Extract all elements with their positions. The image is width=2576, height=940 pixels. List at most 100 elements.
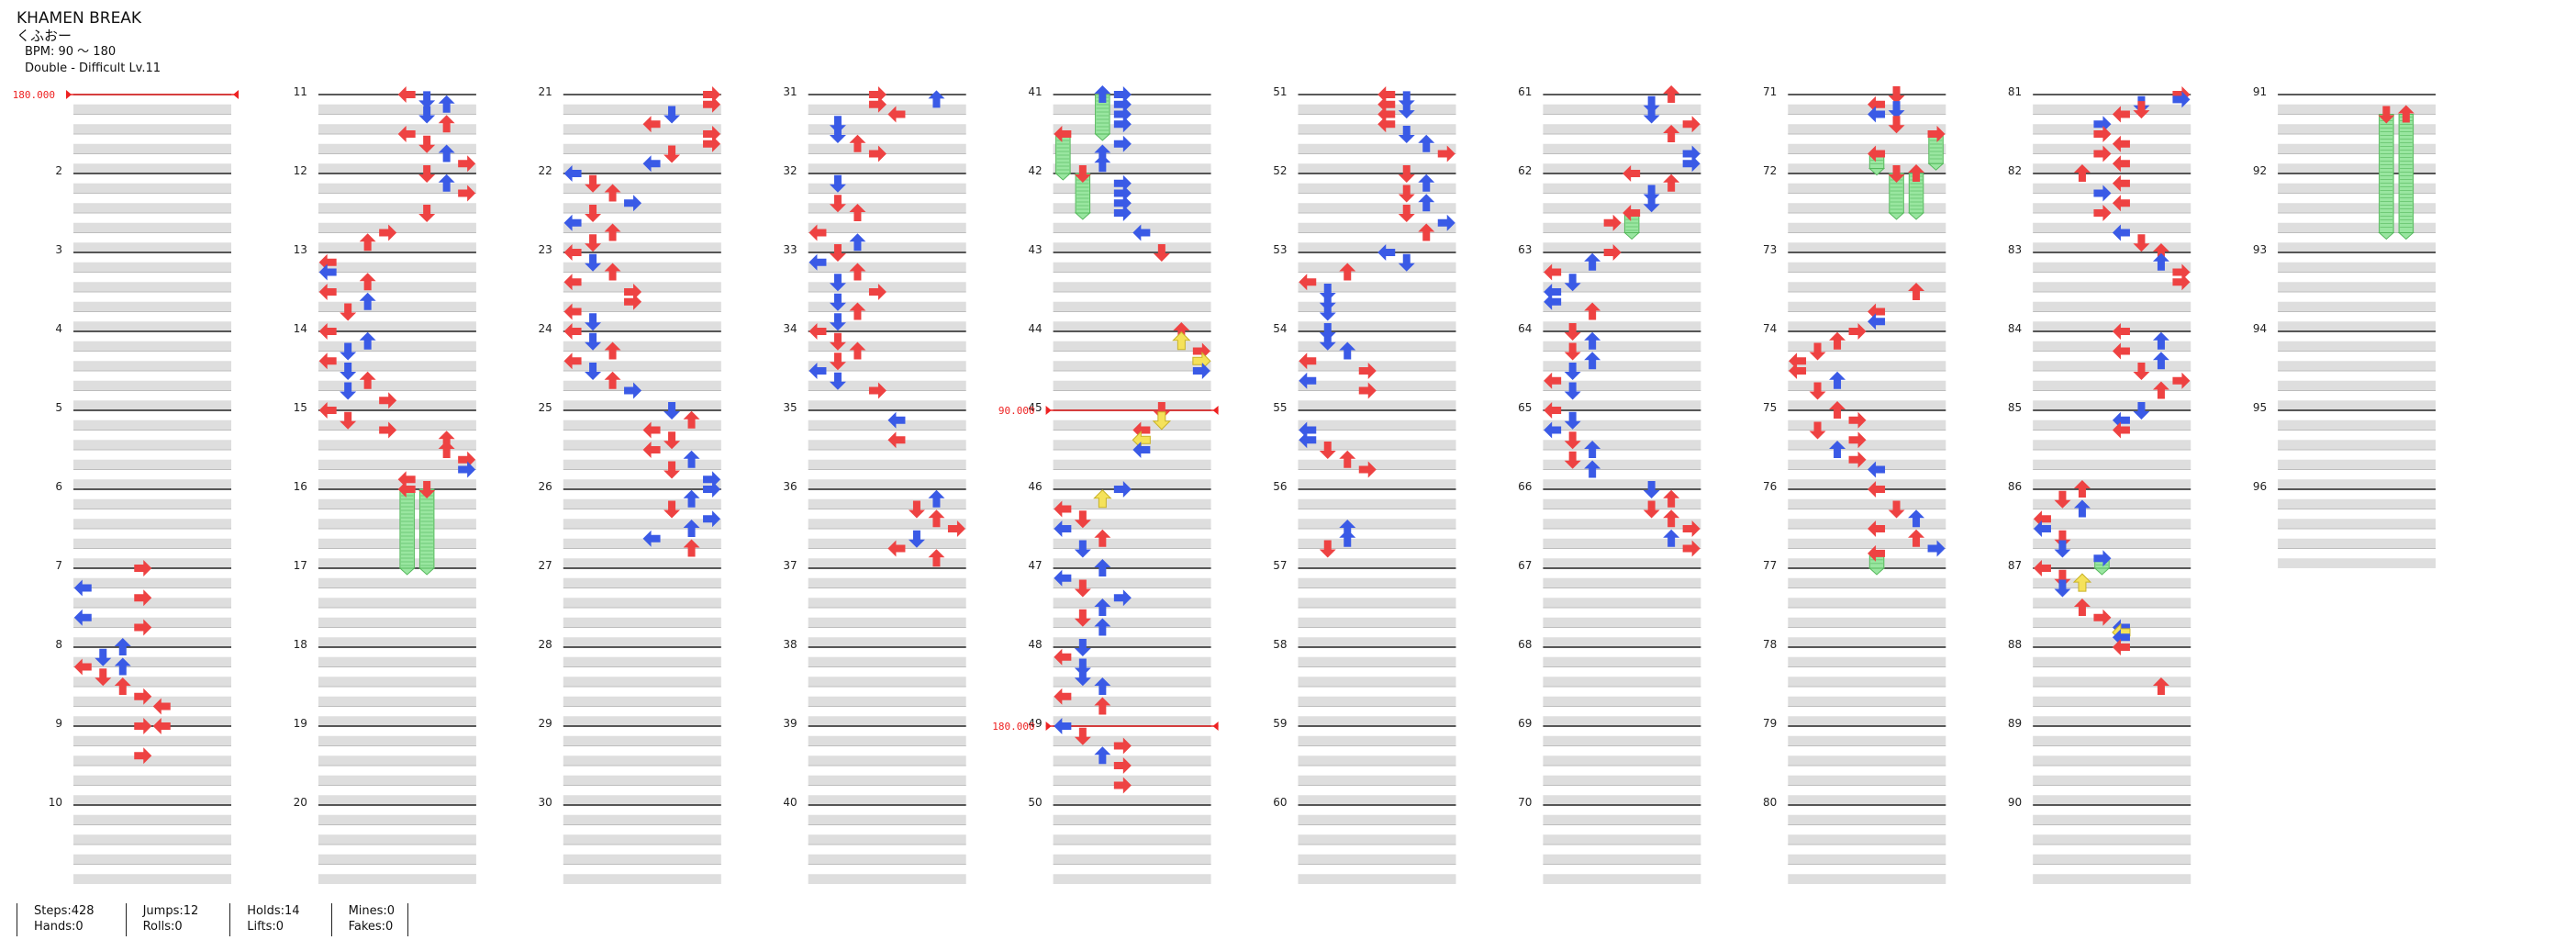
offbeat-stripe (1298, 598, 1456, 608)
tap-arrow-down-icon (829, 313, 846, 331)
stats-group-jumps: Jumps:12 Rolls:0 (125, 903, 230, 936)
arrow-shape (1908, 509, 1925, 528)
tap-arrow-down-icon (829, 126, 846, 143)
tap-arrow-right-icon (1603, 214, 1622, 231)
hold-head-arrow-left-icon (397, 481, 416, 498)
offbeat-stripe (318, 163, 476, 173)
offbeat-stripe (1543, 519, 1701, 529)
offbeat-stripe (2278, 242, 2437, 252)
tap-arrow-right-icon (1927, 540, 1946, 557)
tap-arrow-left-icon (887, 540, 906, 557)
offbeat-stripe (2033, 775, 2191, 786)
tap-arrow-up-icon (604, 184, 621, 202)
arrow-shape (397, 126, 416, 142)
offbeat-stripe (2278, 262, 2437, 273)
measure-number: 70 (1518, 796, 1532, 809)
tap-arrow-left-icon (2033, 510, 2051, 528)
tap-arrow-up-icon (2152, 677, 2169, 695)
arrow-shape (1663, 529, 1680, 547)
offbeat-stripe (1543, 755, 1701, 766)
tap-arrow-right-icon (1113, 95, 1132, 113)
offbeat-stripe (1788, 242, 1946, 252)
tap-arrow-down-icon (1809, 342, 1826, 361)
stat-hands: Hands:0 (34, 920, 84, 934)
tap-arrow-down-icon (2133, 234, 2150, 252)
arrow-shape (808, 224, 827, 241)
arrow-shape (2133, 363, 2150, 380)
arrow-shape (1868, 303, 1886, 320)
arrow-shape (1643, 106, 1660, 124)
tap-arrow-down-icon (1398, 253, 1415, 272)
offbeat-stripe (2033, 459, 2191, 470)
arrow-shape (458, 185, 476, 202)
offbeat-stripe (318, 440, 476, 450)
offbeat-stripe (563, 498, 721, 509)
hold-tail (1623, 232, 1641, 241)
measure-number: 6 (55, 480, 62, 493)
offbeat-stripe (1788, 775, 1946, 786)
offbeat-stripe (73, 321, 231, 331)
tap-arrow-left-icon (1623, 165, 1641, 182)
tap-arrow-right-icon (624, 195, 642, 212)
tap-arrow-up-icon (2073, 599, 2091, 616)
offbeat-stripe (2278, 361, 2437, 371)
arrow-shape (868, 382, 887, 399)
arrow-shape (1643, 500, 1660, 519)
measure-number: 63 (1518, 243, 1532, 256)
hold-head-arrow-down-icon (2378, 106, 2395, 124)
arrow-shape (1809, 382, 1826, 400)
tap-arrow-left-icon (1377, 86, 1396, 103)
offbeat-stripe (2033, 361, 2191, 371)
lift-arrow-up-icon (2072, 573, 2092, 592)
offbeat-stripe (318, 598, 476, 608)
tap-arrow-up-icon (2152, 352, 2169, 370)
tap-arrow-left-icon (1299, 352, 1317, 370)
arrow-shape (664, 106, 681, 124)
stat-rolls: Rolls:0 (142, 920, 183, 934)
hold-tail (2378, 232, 2395, 241)
offbeat-stripe (2278, 558, 2437, 568)
arrow-shape (2112, 323, 2130, 340)
offbeat-stripe (808, 795, 966, 805)
tap-arrow-left-icon (318, 263, 337, 281)
tap-arrow-right-icon (379, 392, 397, 409)
offbeat-stripe (318, 222, 476, 233)
tap-arrow-right-icon (1358, 363, 1377, 379)
arrow-shape (563, 244, 582, 261)
tap-arrow-left-icon (397, 126, 416, 142)
offbeat-stripe (2278, 104, 2437, 115)
tap-arrow-down-icon (1398, 126, 1415, 143)
arrow-shape (1544, 263, 1562, 281)
offbeat-stripe (2033, 598, 2191, 608)
offbeat-stripe (1788, 262, 1946, 273)
arrow-shape (2112, 174, 2130, 192)
tap-arrow-up-icon (1094, 746, 1111, 765)
tap-arrow-down-icon (1074, 609, 1091, 627)
tap-arrow-left-icon (642, 530, 661, 547)
offbeat-stripe (1053, 440, 1211, 450)
measure-number: 8 (55, 638, 62, 651)
tap-arrow-up-icon (683, 489, 700, 508)
offbeat-stripe (318, 203, 476, 213)
measure-number: 23 (539, 243, 552, 256)
offbeat-stripe (1788, 361, 1946, 371)
tap-arrow-left-icon (1868, 461, 1886, 478)
tap-arrow-down-icon (829, 352, 846, 371)
offbeat-stripe (808, 104, 966, 115)
offbeat-stripe (2033, 183, 2191, 194)
arrow-shape (1377, 244, 1396, 261)
offbeat-stripe (2033, 222, 2191, 233)
arrow-shape (1094, 618, 1111, 636)
measure-number: 37 (783, 559, 797, 572)
arrow-shape (340, 411, 357, 430)
offbeat-stripe (2033, 479, 2191, 489)
arrow-shape (2093, 116, 2112, 133)
arrow-shape (1358, 382, 1377, 399)
tap-arrow-right-icon (1113, 174, 1132, 192)
arrow-shape (1319, 284, 1336, 301)
tap-arrow-left-icon (318, 323, 337, 340)
tap-arrow-down-icon (1564, 431, 1581, 450)
arrow-shape (1054, 126, 1072, 142)
tap-arrow-down-icon (1319, 303, 1336, 321)
arrow-shape (585, 253, 602, 272)
